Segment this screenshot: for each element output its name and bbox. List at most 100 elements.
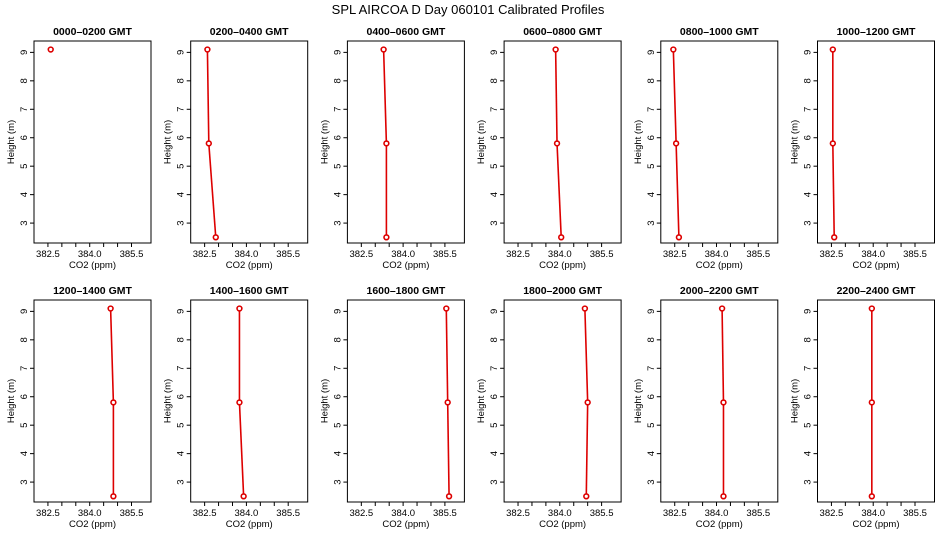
y-tick-label: 9: [803, 50, 814, 55]
plot-frame: [660, 40, 779, 244]
y-tick-label: 4: [646, 451, 657, 456]
y-tick-label: 7: [489, 366, 500, 371]
data-point: [720, 493, 727, 500]
x-tick-label: 385.5: [746, 249, 770, 260]
y-tick-label: 9: [176, 309, 187, 314]
y-tick-label: 3: [332, 220, 343, 225]
plot-frame: [503, 40, 622, 244]
y-axis-label: Height (m): [790, 379, 801, 423]
x-tick-label: 384.0: [861, 508, 885, 519]
plot-frame: [503, 299, 622, 503]
x-tick-label: 382.5: [663, 508, 687, 519]
y-tick-label: 8: [489, 337, 500, 342]
x-tick-label: 382.5: [349, 508, 373, 519]
profile-segment: [238, 402, 245, 497]
x-tick-label: 385.5: [433, 249, 457, 260]
x-tick-label: 382.5: [36, 249, 60, 260]
y-tick-label: 9: [489, 309, 500, 314]
y-tick-label: 4: [332, 451, 343, 456]
y-tick-label: 7: [646, 107, 657, 112]
x-tick-label: 382.5: [193, 508, 217, 519]
y-tick-label: 5: [646, 164, 657, 169]
x-axis-label: CO2 (ppm): [226, 519, 273, 530]
data-point: [868, 399, 876, 406]
x-axis-label: CO2 (ppm): [226, 260, 273, 271]
plot-frame: [33, 299, 152, 503]
y-tick-label: 5: [19, 164, 30, 169]
y-tick-label: 7: [332, 366, 343, 371]
x-tick-label: 385.5: [903, 508, 927, 519]
y-axis-label: Height (m): [633, 120, 644, 164]
plot-frame: [33, 40, 152, 244]
data-point: [584, 399, 591, 406]
plot-frame: [817, 299, 935, 503]
x-axis-label: CO2 (ppm): [853, 260, 900, 271]
y-tick-label: 5: [176, 423, 187, 428]
y-tick-label: 4: [489, 451, 500, 456]
panel-title: 0000–0200 GMT: [53, 26, 132, 38]
x-tick-label: 385.5: [590, 508, 614, 519]
plot-frame: [346, 40, 465, 244]
x-tick-label: 382.5: [506, 249, 530, 260]
y-axis-label: Height (m): [633, 379, 644, 423]
data-point: [380, 46, 387, 53]
data-point: [868, 493, 876, 500]
y-tick-label: 7: [803, 366, 814, 371]
y-tick-label: 9: [489, 50, 500, 55]
x-axis-label: CO2 (ppm): [382, 519, 429, 530]
y-axis-label: Height (m): [476, 120, 487, 164]
data-point: [552, 46, 559, 53]
y-tick-label: 4: [19, 451, 30, 456]
x-tick-label: 384.0: [861, 249, 885, 260]
y-tick-label: 5: [176, 164, 187, 169]
profile-panel: 2200–2400 GMT 382.5 384.0 385.5 3 4 5 6 7 8 9 CO2 (…: [790, 285, 935, 530]
plot-frame: [346, 299, 465, 503]
profile-segment: [675, 143, 680, 238]
x-axis-label: CO2 (ppm): [539, 260, 586, 271]
x-tick-label: 384.0: [548, 508, 572, 519]
x-tick-label: 384.0: [235, 249, 259, 260]
plot-frame: [190, 299, 309, 503]
y-tick-label: 8: [19, 78, 30, 83]
y-tick-label: 6: [646, 394, 657, 399]
panel-title: 0200–0400 GMT: [210, 26, 289, 38]
panel-title: 0600–0800 GMT: [523, 26, 602, 38]
y-tick-label: 3: [19, 220, 30, 225]
y-tick-label: 6: [646, 135, 657, 140]
panel-title: 1400–1600 GMT: [210, 285, 289, 297]
y-tick-label: 6: [332, 135, 343, 140]
profile-segment: [445, 308, 449, 403]
panel-title: 0400–0600 GMT: [366, 26, 445, 38]
y-tick-label: 4: [19, 192, 30, 197]
data-point: [443, 305, 450, 312]
data-point: [581, 305, 589, 312]
y-tick-label: 9: [332, 50, 343, 55]
panel-title: 0800–1000 GMT: [680, 26, 759, 38]
profile-segment: [584, 308, 589, 403]
data-point: [47, 46, 54, 53]
x-axis-label: CO2 (ppm): [853, 519, 900, 530]
x-tick-label: 382.5: [820, 249, 844, 260]
y-tick-label: 7: [19, 107, 30, 112]
panel-title: 1000–1200 GMT: [837, 26, 916, 38]
profile-segment: [832, 143, 836, 238]
profile-panel: 1600–1800 GMT 382.5 384.0 385.5 3 4 5 6 7 8 9 CO2 (…: [319, 285, 465, 530]
y-tick-label: 3: [803, 220, 814, 225]
panel-title: 1200–1400 GMT: [53, 285, 132, 297]
figure-title: SPL AIRCOA D Day 060101 Calibrated Profi…: [332, 2, 605, 17]
data-point: [383, 140, 390, 147]
profile-segment: [382, 49, 388, 144]
y-tick-label: 9: [176, 50, 187, 55]
y-tick-label: 5: [489, 423, 500, 428]
data-point: [240, 493, 247, 500]
x-tick-label: 384.0: [391, 249, 415, 260]
data-point: [672, 140, 680, 147]
data-point: [205, 140, 213, 147]
y-tick-label: 5: [803, 164, 814, 169]
data-point: [670, 46, 677, 53]
y-tick-label: 7: [803, 107, 814, 112]
y-tick-label: 4: [489, 192, 500, 197]
panel-title: 2200–2400 GMT: [837, 285, 916, 297]
y-tick-label: 4: [803, 192, 814, 197]
y-tick-label: 9: [332, 309, 343, 314]
